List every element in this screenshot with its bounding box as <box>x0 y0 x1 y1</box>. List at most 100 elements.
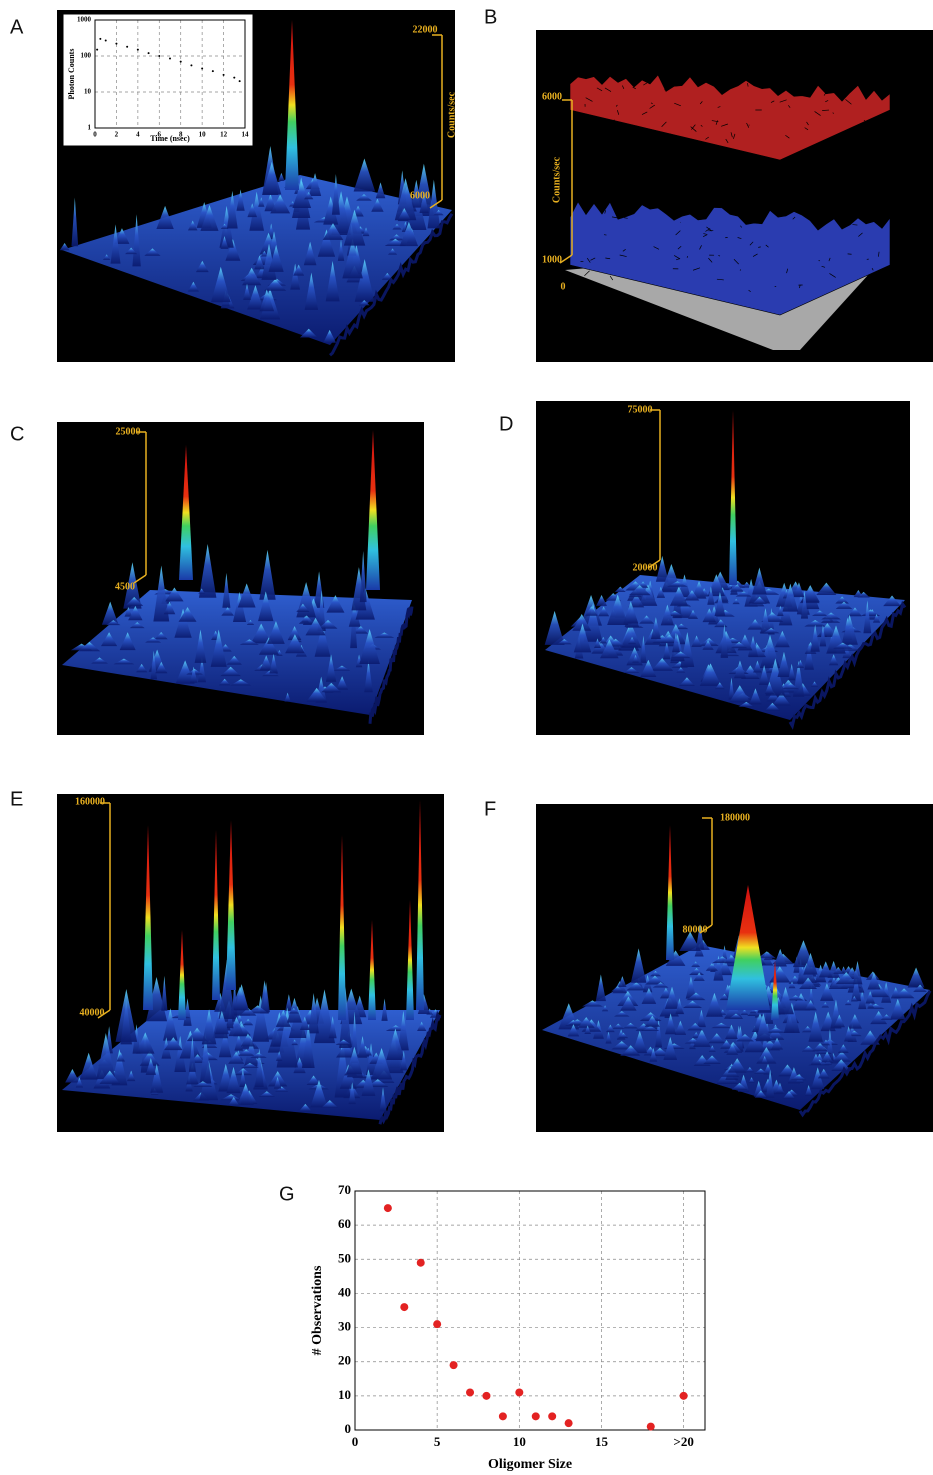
mesh-line <box>871 267 874 271</box>
surface-spike <box>350 1011 359 1064</box>
surface-spike <box>693 1029 711 1047</box>
mesh-line <box>878 285 880 291</box>
scale-label: Counts/sec <box>446 91 457 138</box>
surface-spike <box>101 601 119 625</box>
surface-peak <box>666 825 674 960</box>
surface-spike <box>804 619 826 627</box>
surface-spike <box>79 1052 98 1080</box>
surface-spike <box>201 1009 217 1045</box>
plot-frame <box>354 1190 706 1431</box>
surface-spike <box>679 931 701 952</box>
surface-spike <box>260 250 269 257</box>
panel-label: A <box>10 16 24 38</box>
surface-spike <box>567 1024 580 1037</box>
scale-label: 1000 <box>542 254 562 265</box>
surface-edge <box>328 213 454 357</box>
surface-spike <box>867 1002 875 1008</box>
surface-peak <box>368 920 376 1020</box>
surface-spike <box>239 639 259 645</box>
y-tick-label: 70 <box>338 1182 351 1197</box>
mesh-line <box>752 253 758 257</box>
surface-spike <box>881 982 892 1003</box>
surface-spike <box>150 1063 164 1093</box>
surface-spike <box>325 654 337 682</box>
mesh-line <box>828 257 831 262</box>
surface-spike <box>652 635 673 644</box>
surface-spike <box>773 948 787 967</box>
surface-spike <box>220 666 242 677</box>
surface-spike <box>318 619 338 629</box>
mesh-line <box>825 100 829 103</box>
surface-spike <box>304 272 319 310</box>
surface-spike <box>726 1043 739 1055</box>
surface-spike <box>761 1055 769 1064</box>
surface-spike <box>220 1094 242 1101</box>
mesh-line <box>806 121 809 126</box>
data-point <box>238 80 241 83</box>
mesh-line <box>748 289 751 293</box>
surface-spike <box>174 1035 186 1072</box>
surface-spike <box>841 643 859 651</box>
surface-spike <box>752 596 767 604</box>
surface-spike <box>70 643 93 651</box>
surface-spike <box>810 624 820 652</box>
surface-spike <box>596 594 607 606</box>
surface-spike <box>222 573 231 608</box>
mesh-line <box>792 216 796 220</box>
surface-spike <box>308 173 322 196</box>
mesh-line <box>711 120 719 123</box>
y-tick-label: 100 <box>81 52 92 60</box>
data-point <box>679 1391 688 1400</box>
surface-spike <box>626 647 643 666</box>
surface-spike <box>821 1051 834 1063</box>
surface-spike <box>705 992 723 1017</box>
surface-spike <box>601 1005 609 1012</box>
scale-bar-tick <box>699 924 713 934</box>
surface-spike <box>708 1045 716 1052</box>
surface-spike <box>333 665 351 671</box>
mesh-line <box>691 124 696 130</box>
surface-spike <box>433 209 444 216</box>
surface-spike <box>301 1024 315 1068</box>
mesh-line <box>605 257 611 260</box>
mesh-line <box>758 246 761 248</box>
y-tick-label: 10 <box>338 1387 351 1402</box>
surface-spike <box>731 1082 748 1090</box>
mesh-line <box>705 136 709 140</box>
surface-spike <box>828 654 839 666</box>
y-tick-label: 40 <box>338 1284 351 1299</box>
data-point <box>136 48 139 51</box>
surface-spike <box>821 1039 831 1046</box>
surface-spike <box>788 981 796 989</box>
surface-peak <box>406 900 414 1020</box>
surface-spike <box>765 1027 786 1033</box>
data-point <box>201 67 204 70</box>
surface-spike <box>594 638 601 648</box>
surface-spike <box>189 666 198 683</box>
surface-spike <box>375 182 386 199</box>
x-tick-label: 5 <box>434 1434 441 1449</box>
mesh-line <box>715 120 718 125</box>
surface-spike <box>298 1103 312 1112</box>
surface-spike <box>645 975 665 985</box>
surface-spike <box>632 1030 648 1054</box>
surface-spike <box>744 1030 766 1053</box>
mesh-line <box>855 81 862 85</box>
surface-edge <box>798 990 932 1118</box>
surface-spike <box>218 678 231 686</box>
panel-label: E <box>10 788 23 810</box>
surface-spike <box>764 702 781 711</box>
surface-spike <box>544 610 565 645</box>
surface-spike <box>371 1047 393 1080</box>
surface-spike <box>381 272 393 280</box>
surface-spike <box>691 635 702 647</box>
mesh-line <box>702 234 708 238</box>
surface-spike <box>765 1069 775 1098</box>
mesh-line <box>878 251 880 257</box>
surface-spike <box>796 660 805 668</box>
surface-edge <box>368 606 414 724</box>
surface-spike <box>343 209 366 246</box>
surface-spike <box>652 982 669 988</box>
mesh-line <box>725 138 729 144</box>
surface-spike <box>336 676 349 690</box>
